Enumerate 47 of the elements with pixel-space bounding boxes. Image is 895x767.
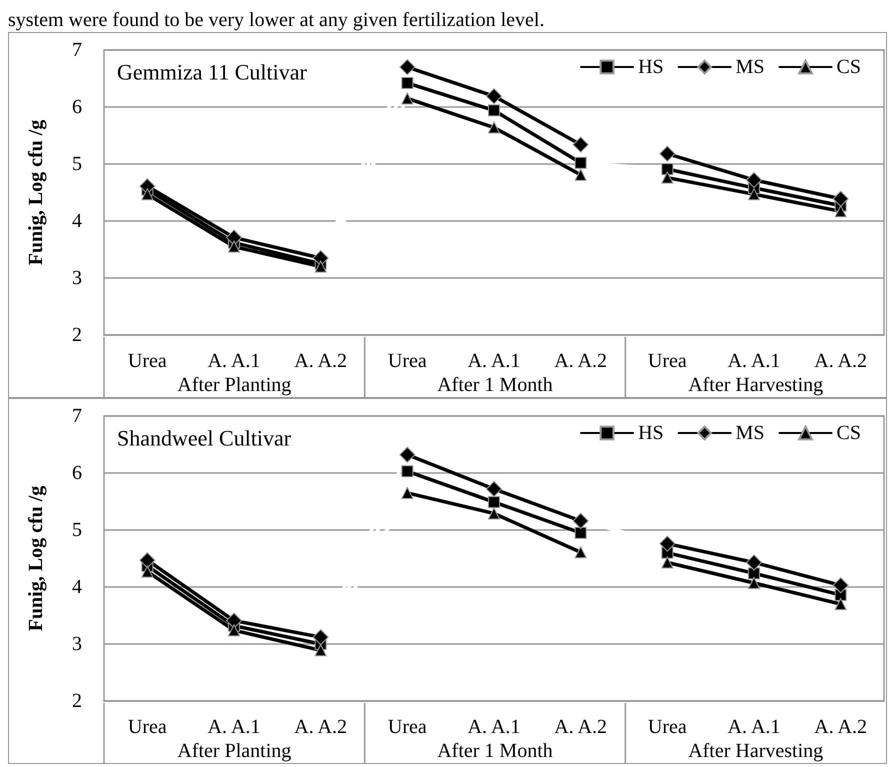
y-tick-label: 3 xyxy=(72,267,82,289)
y-tick-label: 2 xyxy=(72,690,82,712)
chart-title: Gemmiza 11 Cultivar xyxy=(117,60,308,84)
y-tick-label: 4 xyxy=(72,576,82,598)
x-tick-label: A. A.2 xyxy=(814,716,868,738)
x-tick-label: A. A.2 xyxy=(814,350,868,372)
legend-label: HS xyxy=(638,422,664,444)
x-tick-label: A. A.1 xyxy=(208,716,260,738)
chart-title: Shandweel Cultivar xyxy=(117,426,292,450)
legend-label: CS xyxy=(836,56,862,78)
legend-label: HS xyxy=(638,56,664,78)
y-tick-label: 2 xyxy=(72,324,82,346)
y-tick-label: 6 xyxy=(72,96,82,118)
x-tick-label: A. A.2 xyxy=(554,716,608,738)
y-tick-label: 7 xyxy=(72,405,82,427)
x-tick-label: Urea xyxy=(388,350,427,372)
text: After 1 Month xyxy=(437,374,553,396)
text: After 1 Month xyxy=(437,740,553,762)
text: After Planting xyxy=(177,740,292,762)
x-tick-label: Urea xyxy=(648,350,687,372)
y-tick-label: 5 xyxy=(72,153,82,175)
x-tick-label: A. A.2 xyxy=(554,350,608,372)
x-tick-label: A. A.1 xyxy=(728,716,780,738)
x-tick-label: Urea xyxy=(648,716,687,738)
x-tick-label: Urea xyxy=(388,716,427,738)
legend-label: CS xyxy=(836,422,862,444)
y-axis-title: Funig, Log cfu /g xyxy=(25,120,47,266)
y-axis-title: Funig, Log cfu /g xyxy=(25,486,47,632)
y-tick-label: 4 xyxy=(72,210,82,232)
x-tick-label: A. A.1 xyxy=(728,350,780,372)
chart-subtitle: system were found to be very lower at any given fertilization level. xyxy=(8,8,546,32)
y-tick-label: 5 xyxy=(72,519,82,541)
legend-label: MS xyxy=(736,56,765,78)
text: After Harvesting xyxy=(688,740,824,762)
y-tick-label: 7 xyxy=(72,39,82,61)
x-tick-label: Urea xyxy=(128,350,167,372)
text: After Planting xyxy=(177,374,292,396)
x-tick-label: A. A.2 xyxy=(294,716,348,738)
y-tick-label: 3 xyxy=(72,633,82,655)
y-tick-label: 6 xyxy=(72,462,82,484)
x-tick-label: A. A.1 xyxy=(208,350,260,372)
legend-label: MS xyxy=(736,422,765,444)
x-tick-label: A. A.2 xyxy=(294,350,348,372)
text: After Harvesting xyxy=(688,374,824,396)
x-tick-label: Urea xyxy=(128,716,167,738)
x-tick-label: A. A.1 xyxy=(468,716,520,738)
x-tick-label: A. A.1 xyxy=(468,350,520,372)
